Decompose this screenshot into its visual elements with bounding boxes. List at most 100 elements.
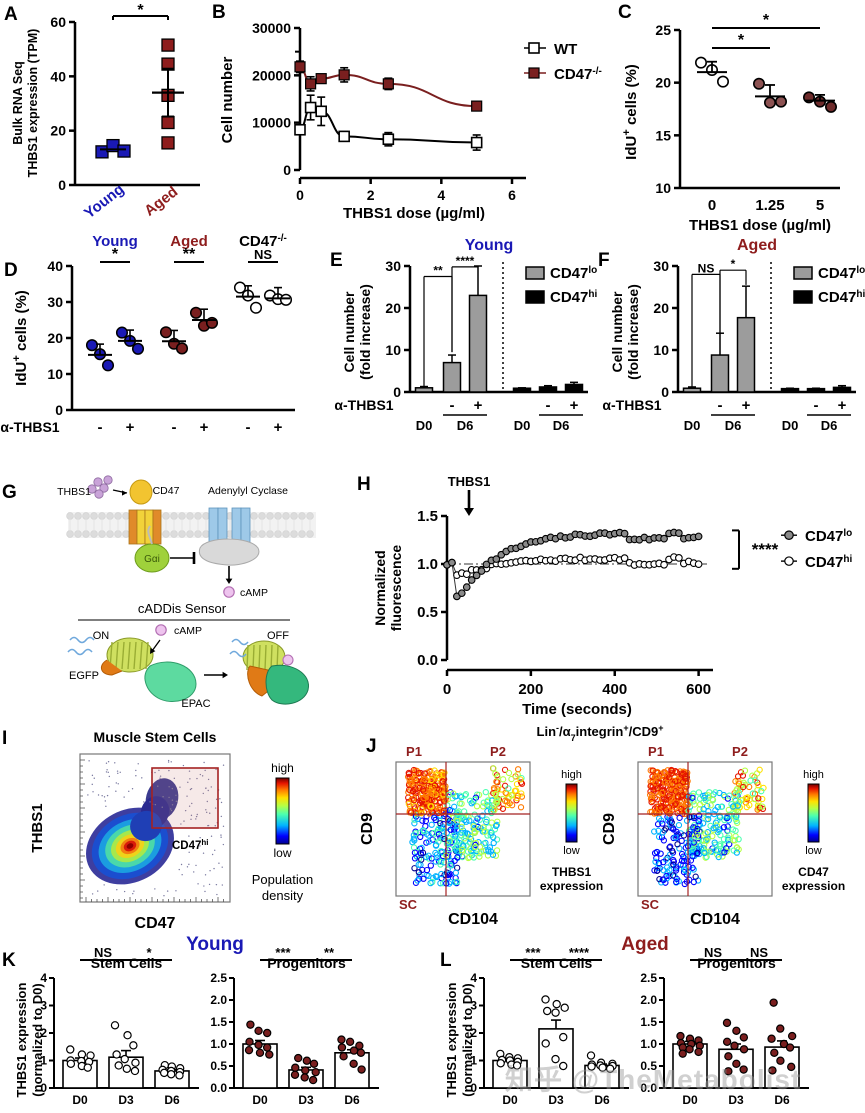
svg-text:EGFP: EGFP bbox=[69, 670, 99, 682]
svg-text:α-THBS1: α-THBS1 bbox=[0, 419, 59, 435]
svg-text:low: low bbox=[563, 845, 580, 857]
panel-b: B 0 10000 20000 30000 0 2 4 6 Cell number THBS1 d… bbox=[212, 0, 612, 230]
svg-text:D6: D6 bbox=[553, 418, 570, 433]
svg-text:+: + bbox=[742, 397, 751, 414]
svg-text:ON: ON bbox=[93, 630, 110, 642]
svg-text:Cell number: Cell number bbox=[219, 56, 236, 143]
panel-f-chart: 0 10 20 30 Cell number (fold increase) Aged NS *… bbox=[602, 237, 865, 433]
svg-text:D6: D6 bbox=[594, 1093, 610, 1107]
svg-text:*: * bbox=[738, 32, 745, 49]
svg-text:1: 1 bbox=[470, 1054, 477, 1068]
svg-text:α-THBS1: α-THBS1 bbox=[602, 397, 661, 413]
svg-text:Muscle Stem Cells: Muscle Stem Cells bbox=[94, 729, 217, 745]
svg-text:Aged: Aged bbox=[170, 233, 208, 250]
svg-text:10: 10 bbox=[653, 342, 669, 358]
svg-text:D0: D0 bbox=[782, 418, 799, 433]
svg-text:expression: expression bbox=[540, 879, 603, 893]
panel-c: C 10 15 20 25 IdU+ cells (%) 0 1.25 5 * * THBS1 do… bbox=[612, 0, 865, 234]
svg-text:0: 0 bbox=[296, 187, 304, 203]
panel-f-letter: F bbox=[598, 250, 610, 271]
svg-text:0: 0 bbox=[40, 1081, 47, 1095]
svg-text:D0: D0 bbox=[416, 418, 433, 433]
svg-text:SC: SC bbox=[399, 897, 418, 912]
svg-text:D0: D0 bbox=[72, 1093, 88, 1107]
panel-i-flowplot: Muscle Stem Cells CD47hi THBS1 CD47 high low P… bbox=[29, 729, 313, 932]
svg-text:****: **** bbox=[569, 945, 590, 960]
svg-text:D3: D3 bbox=[298, 1093, 314, 1107]
svg-text:NS: NS bbox=[698, 261, 715, 275]
svg-text:cAMP: cAMP bbox=[174, 625, 202, 637]
svg-text:CD47-/-: CD47-/- bbox=[239, 233, 287, 251]
svg-text:4: 4 bbox=[40, 971, 47, 985]
svg-text:25: 25 bbox=[655, 22, 671, 38]
svg-text:cADDis Sensor: cADDis Sensor bbox=[138, 601, 227, 616]
svg-text:D3: D3 bbox=[118, 1093, 134, 1107]
svg-text:Aged: Aged bbox=[737, 237, 777, 254]
svg-text:20: 20 bbox=[655, 75, 671, 91]
svg-text:+: + bbox=[838, 397, 847, 414]
svg-text:2.5: 2.5 bbox=[210, 971, 227, 985]
svg-text:Normalized: Normalized bbox=[372, 550, 388, 625]
panel-b-letter: B bbox=[212, 2, 226, 23]
panel-l-chart: Aged THBS1 expression (normalized to D0)0 1… bbox=[444, 934, 809, 1107]
svg-text:D6: D6 bbox=[774, 1093, 790, 1107]
svg-text:Aged: Aged bbox=[141, 183, 181, 219]
svg-text:Young: Young bbox=[186, 934, 244, 955]
svg-text:high: high bbox=[561, 769, 582, 781]
svg-text:0: 0 bbox=[55, 402, 63, 418]
panel-g: G THBS1 CD47 Gαi Adenylyl Cyclase cAMP cADDis… bbox=[0, 470, 335, 720]
svg-text:0.5: 0.5 bbox=[210, 1059, 227, 1073]
svg-text:Aged: Aged bbox=[621, 934, 669, 955]
svg-text:THBS1: THBS1 bbox=[57, 486, 91, 498]
panel-e: E 0 10 20 30 Cell number (fold increase) Young… bbox=[330, 232, 598, 470]
svg-text:CD104: CD104 bbox=[448, 911, 498, 928]
panel-g-diagram: THBS1 CD47 Gαi Adenylyl Cyclase cAMP cADDis S… bbox=[57, 475, 316, 710]
svg-text:CD47: CD47 bbox=[798, 865, 829, 879]
svg-text:0.5: 0.5 bbox=[417, 604, 438, 621]
svg-text:THBS1: THBS1 bbox=[29, 803, 46, 852]
svg-text:D3: D3 bbox=[728, 1093, 744, 1107]
panel-k: K Young THBS1 expression (normalized to D0… bbox=[0, 930, 435, 1113]
svg-text:-: - bbox=[450, 397, 455, 414]
svg-text:20: 20 bbox=[653, 300, 669, 316]
svg-text:D0: D0 bbox=[682, 1093, 698, 1107]
svg-text:CD9: CD9 bbox=[359, 813, 376, 845]
svg-text:OFF: OFF bbox=[267, 630, 289, 642]
svg-text:+: + bbox=[474, 397, 483, 414]
panel-l: L Aged THBS1 expression (normalized to D0)… bbox=[430, 930, 865, 1113]
svg-text:Young: Young bbox=[81, 181, 127, 222]
svg-text:(normalized to D0): (normalized to D0) bbox=[460, 983, 475, 1096]
svg-text:expression: expression bbox=[782, 879, 845, 893]
svg-text:WT: WT bbox=[554, 41, 577, 58]
svg-text:10000: 10000 bbox=[252, 115, 291, 131]
panel-e-letter: E bbox=[330, 250, 343, 271]
svg-text:2.0: 2.0 bbox=[640, 993, 657, 1007]
panel-b-chart: 0 10000 20000 30000 0 2 4 6 Cell number THBS1 dos… bbox=[219, 20, 602, 222]
svg-text:10: 10 bbox=[655, 180, 671, 196]
svg-text:THBS1 dose (µg/ml): THBS1 dose (µg/ml) bbox=[689, 217, 831, 234]
svg-text:D0: D0 bbox=[684, 418, 701, 433]
svg-text:P1: P1 bbox=[648, 744, 664, 759]
svg-text:10: 10 bbox=[385, 342, 401, 358]
svg-text:THBS1 expression: THBS1 expression bbox=[14, 983, 29, 1098]
svg-text:CD47hi: CD47hi bbox=[818, 289, 865, 307]
svg-text:low: low bbox=[805, 845, 822, 857]
svg-text:α-THBS1: α-THBS1 bbox=[334, 397, 393, 413]
svg-text:CD47lo: CD47lo bbox=[550, 265, 597, 283]
svg-text:30: 30 bbox=[653, 258, 669, 274]
svg-text:Cell number: Cell number bbox=[341, 291, 357, 372]
svg-text:400: 400 bbox=[602, 681, 627, 698]
svg-text:1.0: 1.0 bbox=[640, 1037, 657, 1051]
svg-text:20: 20 bbox=[47, 330, 63, 346]
svg-text:D6: D6 bbox=[164, 1093, 180, 1107]
svg-text:(fold increase): (fold increase) bbox=[357, 284, 373, 380]
svg-text:0: 0 bbox=[58, 177, 66, 193]
panel-c-letter: C bbox=[618, 2, 632, 23]
svg-text:-: - bbox=[246, 419, 251, 436]
svg-text:(fold increase): (fold increase) bbox=[625, 284, 641, 380]
panel-a-chart: 0 20 40 60 Bulk RNA Seq THBS1 expression (TPM… bbox=[11, 2, 200, 222]
svg-text:20: 20 bbox=[50, 123, 66, 139]
svg-text:30: 30 bbox=[47, 294, 63, 310]
svg-text:+: + bbox=[200, 419, 209, 436]
